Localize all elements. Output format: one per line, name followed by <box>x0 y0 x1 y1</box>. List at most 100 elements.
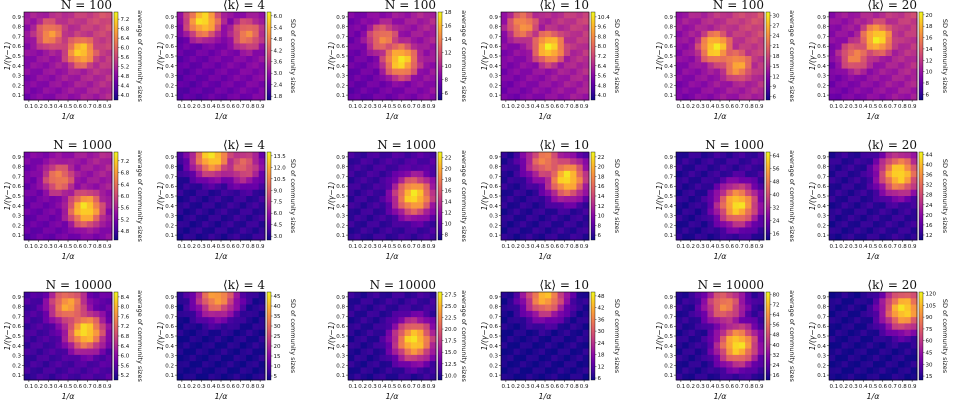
heatmap-cell <box>885 202 893 210</box>
heatmap-cell <box>49 336 56 343</box>
heatmap-cell <box>538 177 546 184</box>
heatmap-cell <box>30 354 38 362</box>
heatmap-cell <box>538 93 546 101</box>
heatmap-cell <box>720 196 727 203</box>
heatmap-cell <box>526 158 533 166</box>
heatmap-cell <box>904 373 912 381</box>
heatmap-cell <box>55 30 63 38</box>
heatmap-cell <box>507 43 515 51</box>
heatmap-cell <box>398 18 406 26</box>
heatmap-cell <box>545 158 552 166</box>
heatmap-cell <box>429 183 437 191</box>
heatmap-cell <box>404 208 412 216</box>
heatmap-cell <box>582 367 590 375</box>
heatmap-cell <box>183 189 191 197</box>
heatmap-cell <box>42 208 50 216</box>
heatmap-cell <box>392 49 399 57</box>
heatmap-cell <box>55 298 63 306</box>
heatmap-cell <box>582 30 590 38</box>
heatmap-cell <box>221 214 228 222</box>
heatmap-cell <box>30 292 38 299</box>
heatmap-cell <box>720 93 727 101</box>
heatmap-cell <box>532 177 540 184</box>
heatmap-cell <box>423 317 431 324</box>
heatmap-cell <box>30 214 38 222</box>
heatmap-cell <box>576 227 584 235</box>
heatmap-cell <box>757 158 765 166</box>
heatmap-cell <box>682 170 690 178</box>
heatmap-cell <box>726 304 734 312</box>
x-tick-label: 0.2 <box>839 384 848 390</box>
colorbar-tick-label: 6 <box>445 91 449 97</box>
heatmap-cell <box>713 93 721 101</box>
colorbar-tick-label: 18 <box>445 10 452 16</box>
heatmap-cell <box>538 18 546 26</box>
heatmap-cell <box>713 342 721 350</box>
heatmap-cell <box>829 196 836 203</box>
y-tick-label: 0.6 <box>12 184 21 190</box>
heatmap-cell <box>354 56 362 63</box>
heatmap-cell <box>398 81 406 88</box>
heatmap-cell <box>385 196 393 203</box>
heatmap-cell <box>879 74 887 82</box>
heatmap-cell <box>751 367 759 375</box>
heatmap-cell <box>751 196 759 203</box>
x-tick-label: 0.7 <box>236 384 245 390</box>
heatmap-cell <box>246 233 253 241</box>
colorbar-label: SD of community sizes <box>941 159 949 234</box>
heatmap-cell <box>507 68 515 76</box>
heatmap-cell <box>423 30 431 38</box>
y-tick-label: 0.2 <box>489 83 498 89</box>
heatmap-cell <box>385 49 393 57</box>
heatmap-cell <box>74 361 82 368</box>
heatmap-cell <box>93 18 100 26</box>
heatmap-cell <box>36 183 44 191</box>
heatmap-cell <box>738 233 746 241</box>
heatmap-cell <box>720 170 727 178</box>
heatmap-cell <box>910 18 918 26</box>
heatmap-cell <box>885 189 893 197</box>
heatmap-cell <box>563 177 571 184</box>
heatmap-cell <box>410 329 418 337</box>
heatmap-cell <box>42 214 50 222</box>
heatmap-cell <box>860 37 868 44</box>
heatmap-cell <box>570 354 577 362</box>
heatmap-cell <box>576 93 584 101</box>
heatmap-cell <box>732 202 740 210</box>
heatmap-cell <box>526 49 533 57</box>
heatmap-cell <box>227 323 235 331</box>
heatmap-cell <box>841 164 849 172</box>
heatmap-cell <box>36 227 44 235</box>
heatmap-cell <box>694 158 702 166</box>
heatmap-cell <box>68 361 75 368</box>
heatmap-cell <box>676 227 683 235</box>
y-axis-label: 1/(γ−1) <box>808 182 817 211</box>
heatmap-cell <box>732 361 740 368</box>
heatmap-cell <box>738 342 746 350</box>
heatmap-cell <box>829 310 836 318</box>
heatmap-cell <box>910 373 918 381</box>
heatmap-cell <box>885 348 893 356</box>
heatmap-cell <box>829 329 836 337</box>
heatmap-cell <box>61 354 69 362</box>
heatmap-cell <box>538 361 546 368</box>
heatmap-cell <box>36 317 44 324</box>
heatmap-cell <box>410 18 418 26</box>
x-tick-label: 0.5 <box>869 244 878 250</box>
heatmap-cell <box>582 189 590 197</box>
heatmap-cell <box>720 367 727 375</box>
heatmap-cell <box>202 348 209 356</box>
y-tick-label: 0.7 <box>817 314 826 320</box>
heatmap-cell <box>570 336 577 343</box>
heatmap-cell <box>545 348 552 356</box>
x-tick-label: 0.5 <box>388 244 397 250</box>
heatmap-cell <box>404 18 412 26</box>
heatmap-cell <box>682 323 690 331</box>
heatmap-cell <box>385 30 393 38</box>
heatmap-cell <box>507 227 515 235</box>
heatmap-cell <box>177 74 184 82</box>
heatmap-cell <box>676 158 683 166</box>
heatmap-cell <box>557 336 565 343</box>
heatmap-cell <box>221 12 228 19</box>
heatmap-cell <box>841 49 849 57</box>
